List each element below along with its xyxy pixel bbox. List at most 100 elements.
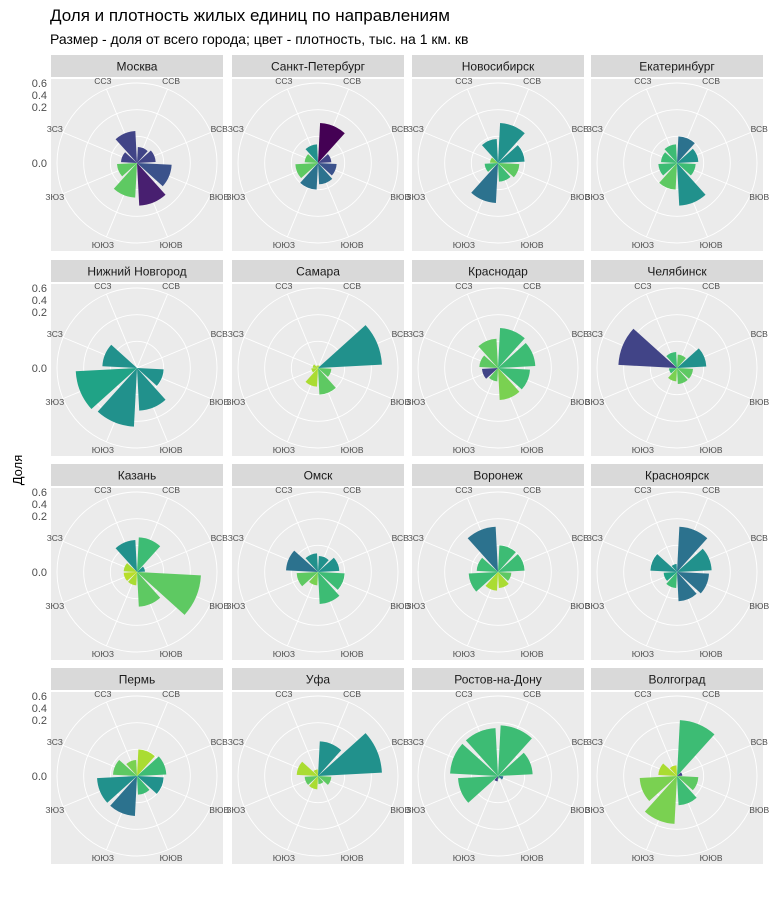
y-tick-label: 0.6 [32,78,47,90]
facet-2-dir-label: ВСВ [392,124,410,134]
facet-1-bar-ВЮВ [137,163,172,187]
facet-7-strip [412,260,584,282]
facet-14-bar-ВСВ [318,733,382,776]
facet-3-strip [412,55,584,77]
facet-5-dir-label: ВЮВ [209,397,229,407]
facet-7-bar-ЮЮВ [498,368,520,400]
y-tick-label: 0.0 [32,363,47,375]
facet-13-bar-ЮЮВ [137,776,150,795]
facet-2-bar-ЗСЗ [304,154,318,163]
facet-11-bar-ССЗ [467,526,498,572]
facet-4-bar-ВСВ [677,148,699,163]
facet-4-dir-label: ВСВ [751,124,769,134]
facet-14-bar-ВЮВ [318,776,332,785]
facet-2-panel [232,79,404,251]
facet-7-dir-label: ЗСЗ [408,329,424,339]
facet-5-bar-ВЮВ [137,368,164,386]
facet-12-dir-label: ЮЮВ [700,649,723,659]
facet-15-bar-ЮЮЗ [494,776,498,782]
y-tick-label: 0.6 [32,691,47,703]
facet-14-dir-label: ЗСЗ [228,737,244,747]
facet-2-bar-ЗЮЗ [295,163,318,179]
facet-2-dir-label: ССЗ [275,76,292,86]
facet-4-panel [591,79,763,251]
facet-5-bar-ЮЮВ [137,368,166,411]
facet-7-grid-circle [444,314,552,422]
facet-11-dir-label: ЮЮЗ [453,649,475,659]
facet-5-dir-label: ЮЮЗ [92,445,114,455]
facet-5-dir-label: ЮЮВ [160,445,183,455]
facet-6-grid-circle [237,287,399,449]
chart-title: Доля и плотность жилых единиц по направл… [50,6,450,25]
facet-13-bar-ЗЮЗ [97,776,137,803]
facet-16-dir-label: ЗЮЗ [585,805,604,815]
facet-16-dir-label: ЮЮЗ [632,853,654,863]
facet-6-bar-ЗСЗ [312,364,318,368]
y-tick-label: 0.0 [32,771,47,783]
facet-13-dir-label: ВСВ [211,737,229,747]
facet-10-dir-label: ЗЮЗ [226,601,245,611]
facet-4-bar-ЗЮЗ [658,163,677,176]
facet-3-bar-ЗСЗ [490,157,498,163]
facet-13-panel [51,692,223,864]
facet-15-bar-ЮЮВ [498,776,500,779]
facet-13-bar-ЮЮЗ [110,776,137,816]
facet-1-strip [51,55,223,77]
facet-5-dir-label: ЗЮЗ [45,397,64,407]
facet-10-bar-ВЮВ [318,572,345,590]
facet-5-grid-circle [56,287,218,449]
facet-6-dir-label: ССВ [343,281,361,291]
facet-7-bar-ЗСЗ [479,355,498,368]
facet-3-dir-label: ВСВ [572,124,590,134]
facet-11-grid-circle [470,544,526,600]
facet-13-dir-label: ЮЮВ [160,853,183,863]
facet-10-dir-label: ЮЮВ [341,649,364,659]
facet-9-bar-ЮЮЗ [128,572,137,586]
facet-10-strip [232,464,404,486]
facet-4-bar-ЗСЗ [661,152,677,163]
facet-8-panel [591,284,763,456]
facet-4-bar-ВЮВ [677,163,696,176]
facet-15-dir-label: ЮЮЗ [453,853,475,863]
facet-12-bar-ССЗ [671,564,677,572]
facet-4-dir-label: ЮЮЗ [632,240,654,250]
facet-14-grid-circle [264,722,372,830]
facet-10-bar-ССЗ [305,553,318,572]
facet-15-dir-label: ССВ [523,689,541,699]
facet-14-bar-ССВ [318,741,342,776]
facet-11-panel [412,488,584,660]
facet-12-strip [591,464,763,486]
facet-16-grid-spoke [676,744,752,777]
facet-4-grid-circle [649,135,705,191]
facet-8-bar-ССВ [677,354,686,368]
facet-2-dir-label: ВЮВ [390,192,410,202]
facet-7-dir-label: ЗЮЗ [406,397,425,407]
facet-15-dir-label: ЗЮЗ [406,805,425,815]
facet-12-panel [591,488,763,660]
y-tick-label: 0.2 [32,102,47,114]
facet-14-dir-label: ВЮВ [390,805,410,815]
facet-16-strip [591,668,763,690]
facet-12-bar-ВСВ [677,548,712,572]
facet-13-grid-circle [56,695,218,857]
facet-4-dir-label: ЗСЗ [587,124,603,134]
facet-11-dir-label: ВСВ [572,533,590,543]
facet-4-grid-circle [596,82,758,244]
y-tick-label: 0.2 [32,511,47,523]
facet-7-bar-ССЗ [478,338,498,368]
facet-6-bar-ВСВ [318,325,382,368]
facet-9-dir-label: ЮЮВ [160,649,183,659]
facet-16-bar-ЮЮЗ [644,776,677,824]
facet-3-dir-label: ЗЮЗ [406,192,425,202]
facet-6-strip-label: Самара [296,265,340,279]
facet-11-dir-label: ЗСЗ [408,533,424,543]
y-tick-label: 0.0 [32,567,47,579]
facet-3-grid-circle [470,135,526,191]
facet-7-bar-ЗЮЗ [482,368,498,379]
facet-2-dir-label: ССВ [343,76,361,86]
facet-11-bar-ЗЮЗ [468,572,498,592]
facet-14-dir-label: ВСВ [392,737,410,747]
facet-2-bar-ВСВ [318,154,332,163]
facet-2-dir-label: ЗСЗ [228,124,244,134]
facet-8-grid-spoke [602,367,678,400]
